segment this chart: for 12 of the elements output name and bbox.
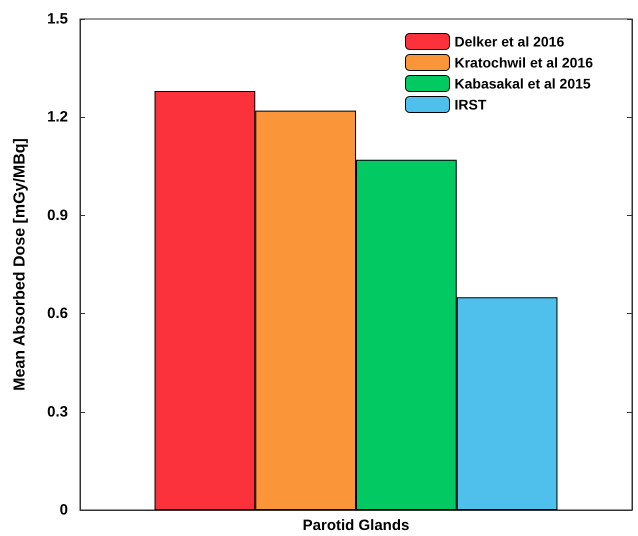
y-tick-label: 1.2 (47, 108, 68, 126)
y-tick-label: 1.5 (47, 10, 68, 28)
x-tick-label: Parotid Glands (302, 517, 410, 534)
legend-label: Kabasakal et al 2015 (454, 76, 591, 92)
y-tick-label: 0 (60, 502, 68, 518)
legend-label: IRST (454, 96, 487, 112)
y-tick-label: 0.3 (47, 403, 68, 420)
y-tick-label: 0.6 (47, 305, 68, 322)
legend-label: Delker et al 2016 (454, 34, 564, 50)
y-tick-label: 0.9 (47, 206, 68, 224)
y-axis-title: Mean Absorbed Dose [mGy/MBq] (12, 138, 28, 391)
legend-label: Kratochwil et al 2016 (454, 54, 594, 70)
